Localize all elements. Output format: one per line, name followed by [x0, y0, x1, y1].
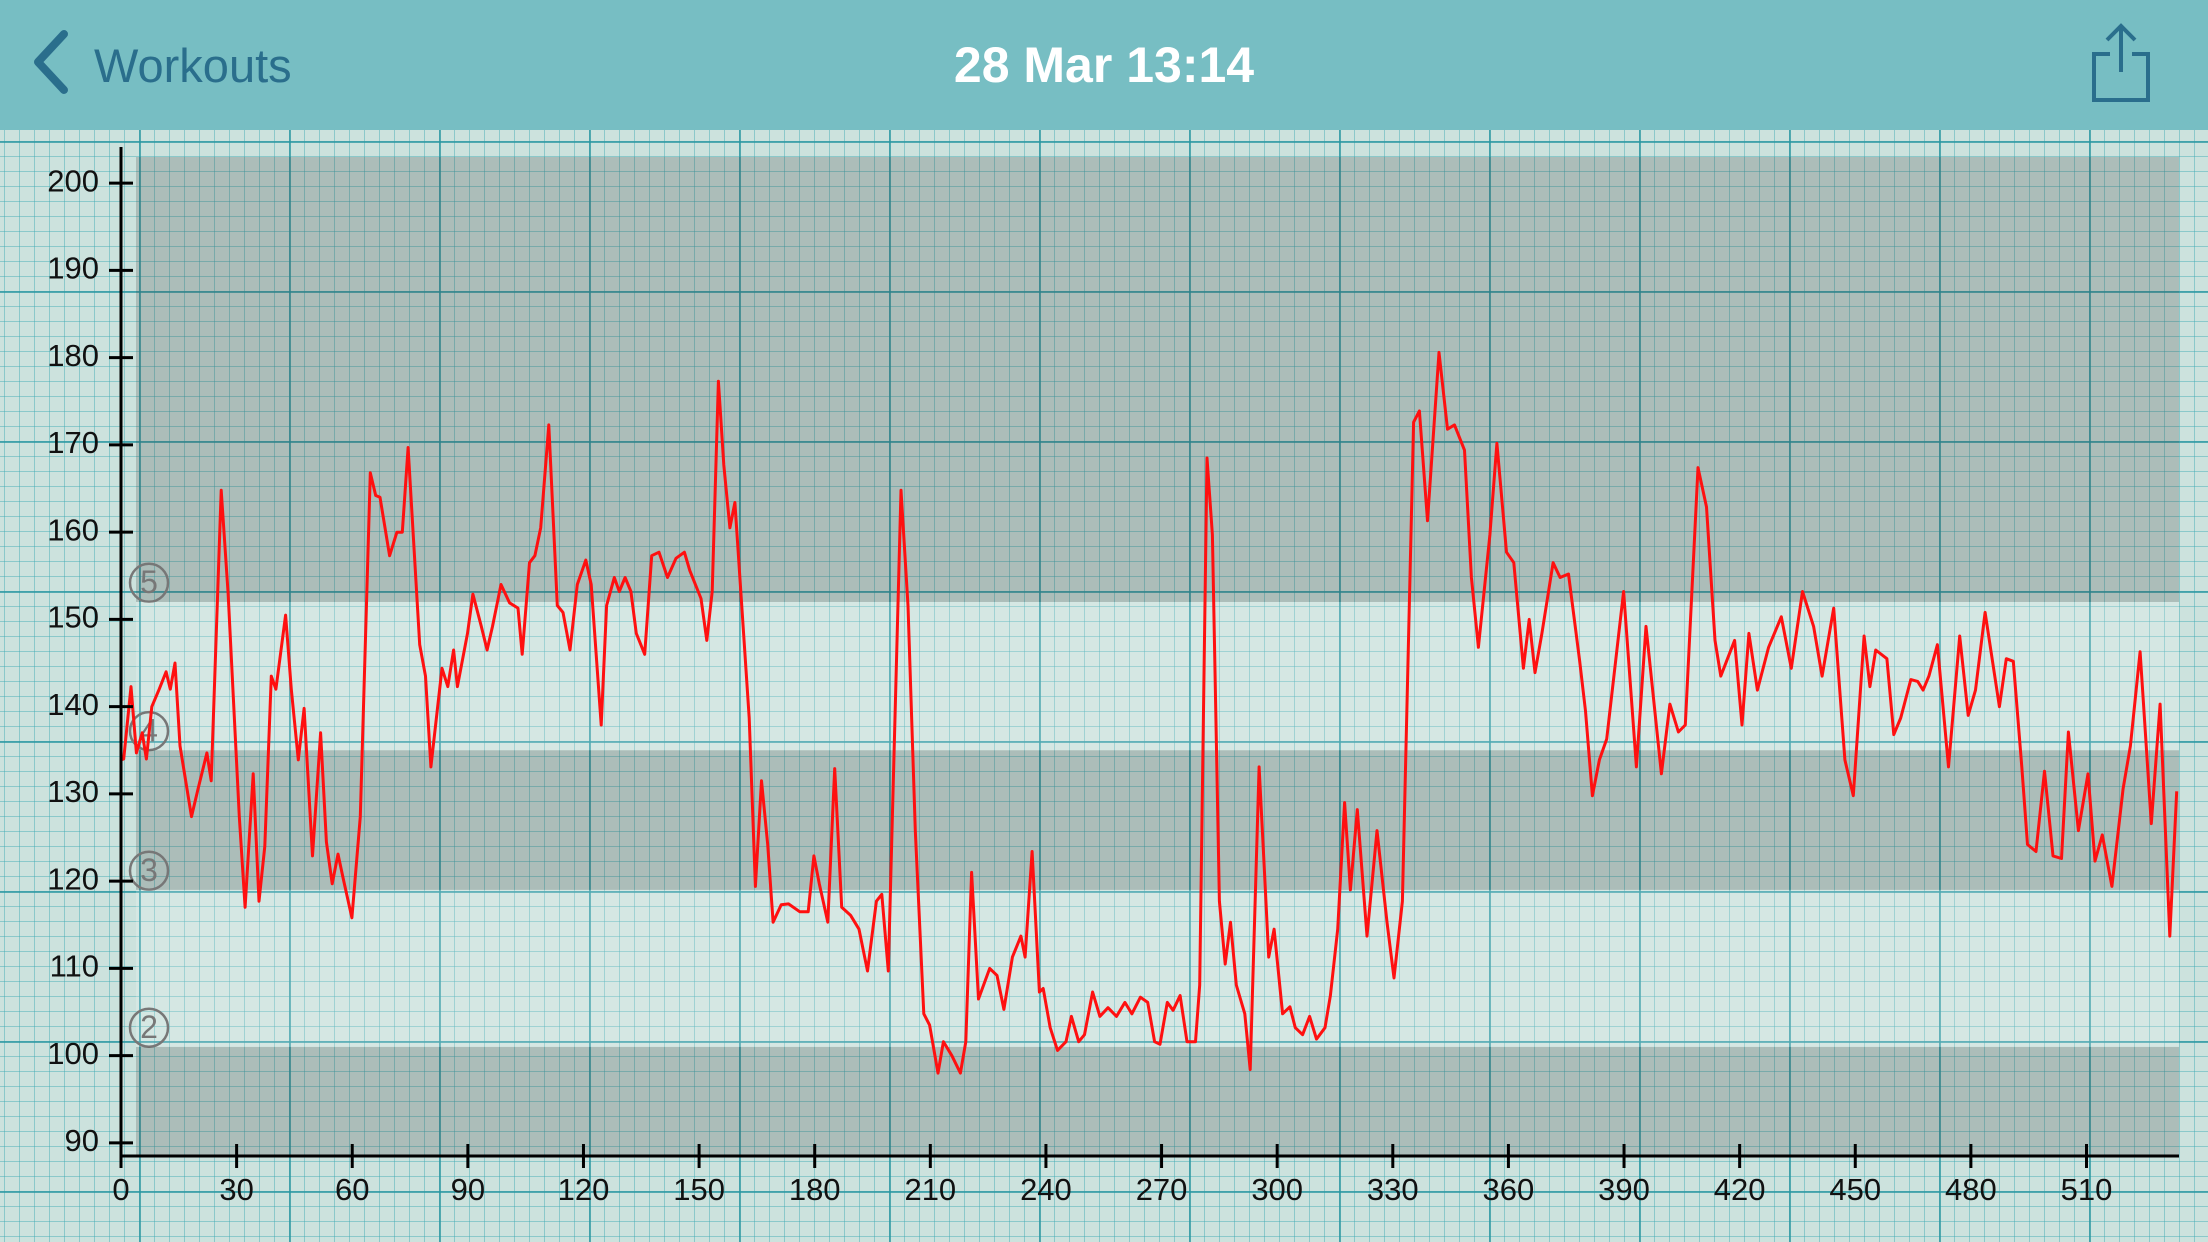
y-tick-label: 130 [47, 774, 99, 809]
y-tick-label: 200 [47, 163, 99, 198]
zone-label: 5 [140, 564, 158, 600]
zone-badge [146, 1155, 152, 1156]
x-tick-label: 510 [2061, 1172, 2113, 1207]
y-tick-label: 170 [47, 425, 99, 460]
x-tick-label: 210 [904, 1172, 956, 1207]
x-tick-label: 330 [1367, 1172, 1419, 1207]
y-tick-label: 110 [50, 949, 99, 984]
x-tick-label: 480 [1945, 1172, 1997, 1207]
x-tick-label: 390 [1598, 1172, 1650, 1207]
zone-label: 3 [140, 852, 158, 888]
x-tick-label: 240 [1020, 1172, 1072, 1207]
y-tick-label: 160 [47, 512, 99, 547]
heart-rate-zone [136, 889, 2179, 1047]
x-tick-label: 30 [219, 1172, 253, 1207]
zone-badge [128, 850, 170, 891]
x-tick-label: 450 [1829, 1172, 1881, 1207]
x-tick-label: 60 [335, 1172, 369, 1207]
y-tick-label: 180 [47, 338, 99, 373]
x-tick-label: 300 [1251, 1172, 1303, 1207]
heart-rate-zone [136, 1046, 2179, 1156]
back-button[interactable]: Workouts [94, 39, 292, 92]
x-tick-label: 420 [1714, 1172, 1766, 1207]
zone-label: 2 [140, 1009, 158, 1045]
y-tick-label: 90 [65, 1123, 99, 1158]
x-tick-label: 150 [673, 1172, 725, 1207]
heart-rate-zone [136, 157, 2179, 602]
x-tick-label: 180 [789, 1172, 841, 1207]
zone-badge [128, 1007, 170, 1048]
x-tick-label: 120 [558, 1172, 610, 1207]
share-button[interactable] [2086, 20, 2156, 110]
heart-rate-zone [136, 750, 2179, 890]
heart-rate-line [121, 350, 2179, 1075]
y-tick-label: 100 [47, 1036, 99, 1071]
zone-label: 1 [140, 1158, 158, 1194]
y-tick-label: 120 [47, 861, 99, 896]
y-tick-label: 140 [47, 687, 99, 722]
title: 28 Mar 13:14 [953, 37, 1255, 93]
back-chevron[interactable] [24, 26, 84, 106]
x-tick-label: 270 [1136, 1172, 1188, 1207]
y-tick-label: 150 [47, 600, 99, 635]
x-tick-label: 90 [451, 1172, 485, 1207]
x-tick-label: 360 [1483, 1172, 1535, 1207]
zone-badge [128, 710, 170, 752]
x-tick-label: 0 [112, 1172, 129, 1207]
nav-bar: Workouts 28 Mar 13:14 [0, 0, 2208, 130]
zone-badge [128, 562, 170, 604]
y-tick-label: 190 [47, 251, 99, 286]
